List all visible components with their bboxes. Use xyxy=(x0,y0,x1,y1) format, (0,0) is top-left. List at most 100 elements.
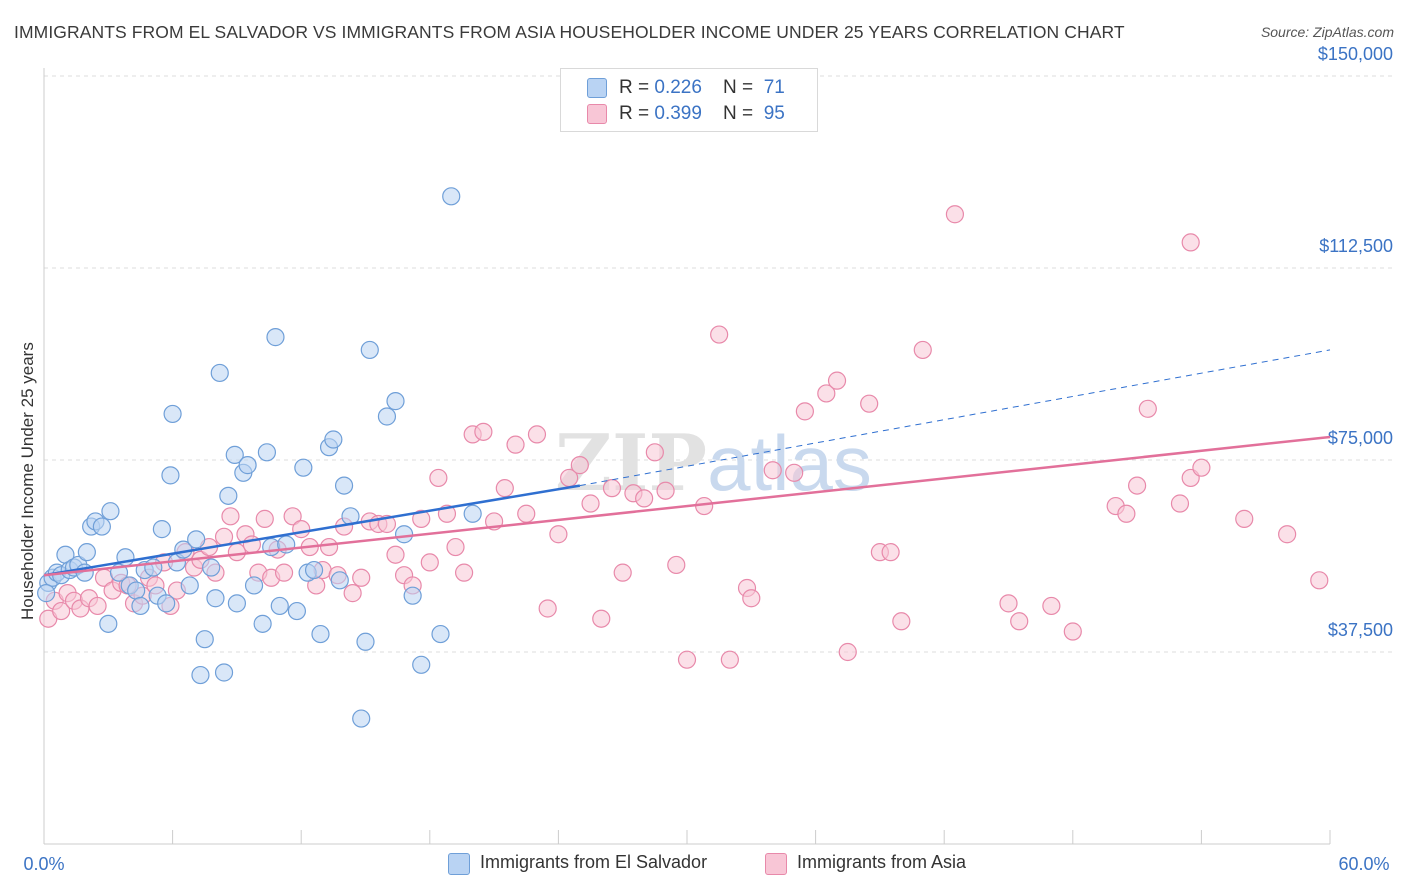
el-salvador-point xyxy=(202,558,221,577)
legend-r-value: 0.226 xyxy=(654,77,702,98)
legend-label: Immigrants from Asia xyxy=(797,852,967,872)
el-salvador-point xyxy=(386,392,405,411)
asia-point xyxy=(292,520,311,539)
asia-point xyxy=(1192,458,1211,477)
el-salvador-point xyxy=(412,655,431,674)
asia-point xyxy=(319,537,339,557)
el-salvador-point xyxy=(206,589,225,608)
el-salvador-point xyxy=(152,520,171,539)
el-salvador-point xyxy=(37,584,56,603)
el-salvador-point xyxy=(330,571,349,590)
el-salvador-point xyxy=(157,594,176,613)
asia-point xyxy=(602,479,622,498)
asia-point xyxy=(795,402,814,421)
y-tick-label: $150,000 xyxy=(1318,44,1393,64)
el-salvador-point xyxy=(163,404,182,424)
asia-point xyxy=(227,543,246,562)
asia-point xyxy=(1235,509,1254,528)
el-salvador-point xyxy=(210,363,229,383)
asia-point xyxy=(538,599,557,618)
el-salvador-point xyxy=(356,632,375,651)
pink-swatch-icon xyxy=(765,853,787,875)
legend-r-value: 0.399 xyxy=(654,103,702,124)
el-salvador-point xyxy=(99,614,118,633)
asia-point xyxy=(1170,494,1190,513)
x-tick-label: 60.0% xyxy=(1338,854,1389,874)
el-salvador-point xyxy=(191,665,210,685)
legend-label: Immigrants from El Salvador xyxy=(480,852,708,872)
asia-point xyxy=(881,543,900,562)
el-salvador-point xyxy=(195,630,214,649)
asia-point xyxy=(429,468,448,488)
el-salvador-point xyxy=(352,709,371,728)
el-salvador-point xyxy=(127,581,146,600)
asia-point xyxy=(1010,612,1029,631)
asia-point xyxy=(667,555,686,575)
el-salvador-point xyxy=(324,430,343,449)
asia-point xyxy=(274,563,294,582)
asia-point xyxy=(720,650,739,669)
el-salvador-point xyxy=(431,624,450,644)
el-salvador-point xyxy=(131,596,150,616)
el-salvador-point xyxy=(403,586,422,605)
chart-title: IMMIGRANTS FROM EL SALVADOR VS IMMIGRANT… xyxy=(14,22,1125,42)
asia-point xyxy=(1138,399,1157,418)
el-salvador-point xyxy=(225,445,244,464)
asia-point xyxy=(581,494,600,513)
asia-trend-line xyxy=(43,435,1331,577)
y-axis-label: Householder Income Under 25 years xyxy=(18,342,37,620)
el-salvador-point xyxy=(227,594,246,613)
asia-point xyxy=(420,553,439,572)
el-salvador-point xyxy=(77,543,96,562)
el-salvador-point xyxy=(214,663,234,682)
pink-swatch-icon xyxy=(587,104,607,124)
el-salvador-point xyxy=(244,576,264,595)
asia-point xyxy=(549,525,568,544)
el-salvador-point xyxy=(161,466,180,485)
asia-point xyxy=(817,384,836,403)
el-salvador-point xyxy=(187,530,206,549)
asia-point xyxy=(785,463,804,482)
el-salvador-point xyxy=(270,596,289,616)
el-salvador-point xyxy=(266,328,285,347)
asia-point xyxy=(412,509,431,528)
asia-point xyxy=(838,642,857,662)
el-salvador-series xyxy=(37,187,482,728)
asia-point xyxy=(613,563,632,582)
asia-point xyxy=(343,584,362,603)
watermark: ZIPatlas xyxy=(555,418,872,509)
asia-point xyxy=(283,507,302,526)
asia-point xyxy=(710,325,729,344)
asia-point xyxy=(255,509,274,528)
asia-point xyxy=(999,594,1018,613)
asia-point xyxy=(763,461,782,480)
el-salvador-point xyxy=(180,576,199,595)
el-salvador-point xyxy=(262,537,281,557)
asia-point xyxy=(446,537,465,557)
blue-swatch-icon xyxy=(448,853,470,875)
legend-r-label: R = xyxy=(619,77,655,98)
x-tick-label: 0.0% xyxy=(23,854,64,874)
asia-point xyxy=(677,650,697,669)
asia-point xyxy=(592,609,611,628)
el-salvador-point xyxy=(334,476,354,495)
el-salvador-point xyxy=(311,624,330,644)
el-salvador-point xyxy=(257,443,277,462)
asia-point xyxy=(495,479,514,498)
asia-point xyxy=(474,422,493,441)
el-salvador-point xyxy=(394,525,414,544)
asia-point xyxy=(860,394,879,413)
y-tick-label: $37,500 xyxy=(1328,620,1393,640)
asia-point xyxy=(1063,622,1082,641)
asia-point xyxy=(386,545,405,564)
asia-point xyxy=(52,601,71,621)
el-salvador-point xyxy=(287,601,307,621)
el-salvador-point xyxy=(377,407,397,426)
asia-point xyxy=(1310,571,1329,590)
asia-point xyxy=(1278,525,1297,544)
asia-point xyxy=(506,435,525,454)
legend-n-label: N = xyxy=(723,77,759,98)
asia-point xyxy=(221,507,240,526)
el-salvador-point xyxy=(238,456,257,475)
